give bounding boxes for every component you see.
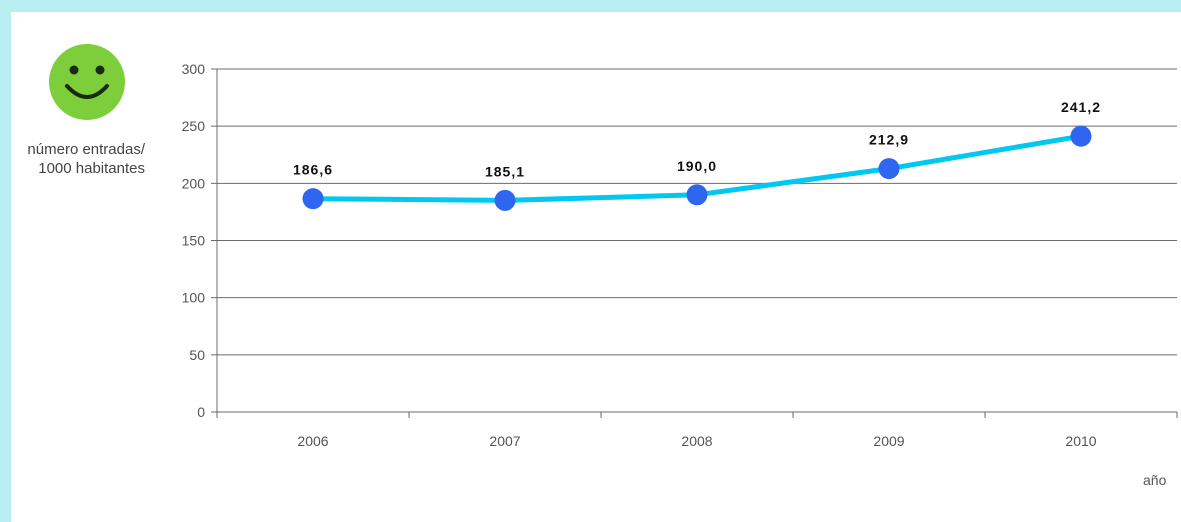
x-tick-label: 2010	[1065, 433, 1096, 449]
y-tick-label: 100	[182, 290, 206, 306]
data-points	[302, 125, 1092, 211]
y-tick-label: 250	[182, 118, 206, 134]
data-point	[1070, 125, 1092, 147]
y-axis-label: número entradas/1000 habitantes	[27, 141, 145, 177]
data-label: 241,2	[1061, 99, 1101, 115]
data-label: 212,9	[869, 132, 909, 148]
data-point	[686, 184, 708, 206]
chart-panel: número entradas/1000 habitantes 0 50 100 15…	[11, 12, 1181, 522]
data-label: 185,1	[485, 163, 525, 179]
data-label: 190,0	[677, 158, 717, 174]
y-tick-label: 50	[189, 347, 205, 363]
data-label: 186,6	[293, 162, 333, 178]
x-tick-label: 2008	[681, 433, 712, 449]
x-axis-label: año	[1143, 472, 1167, 488]
y-tick-label: 200	[182, 175, 206, 191]
tick-labels: 0 50 100 150 200 250 300 2006 2007 2008 2009 2010	[182, 61, 1097, 449]
grid-lines	[217, 68, 1177, 356]
y-tick-label: 0	[197, 404, 205, 420]
x-tick-label: 2009	[873, 433, 904, 449]
data-labels: 186,6 185,1 190,0 212,9 241,2	[293, 99, 1101, 179]
axes	[211, 68, 1178, 418]
data-point	[878, 158, 900, 180]
x-tick-label: 2007	[489, 433, 520, 449]
y-tick-label: 300	[182, 61, 206, 77]
x-tick-label: 2006	[297, 433, 328, 449]
line-chart: 0 50 100 150 200 250 300 2006 2007 2008 2009 2010 1…	[182, 61, 1178, 449]
data-point	[302, 188, 324, 210]
smiley-face-icon	[49, 44, 125, 120]
data-point	[494, 189, 516, 211]
y-tick-label: 150	[182, 233, 206, 249]
